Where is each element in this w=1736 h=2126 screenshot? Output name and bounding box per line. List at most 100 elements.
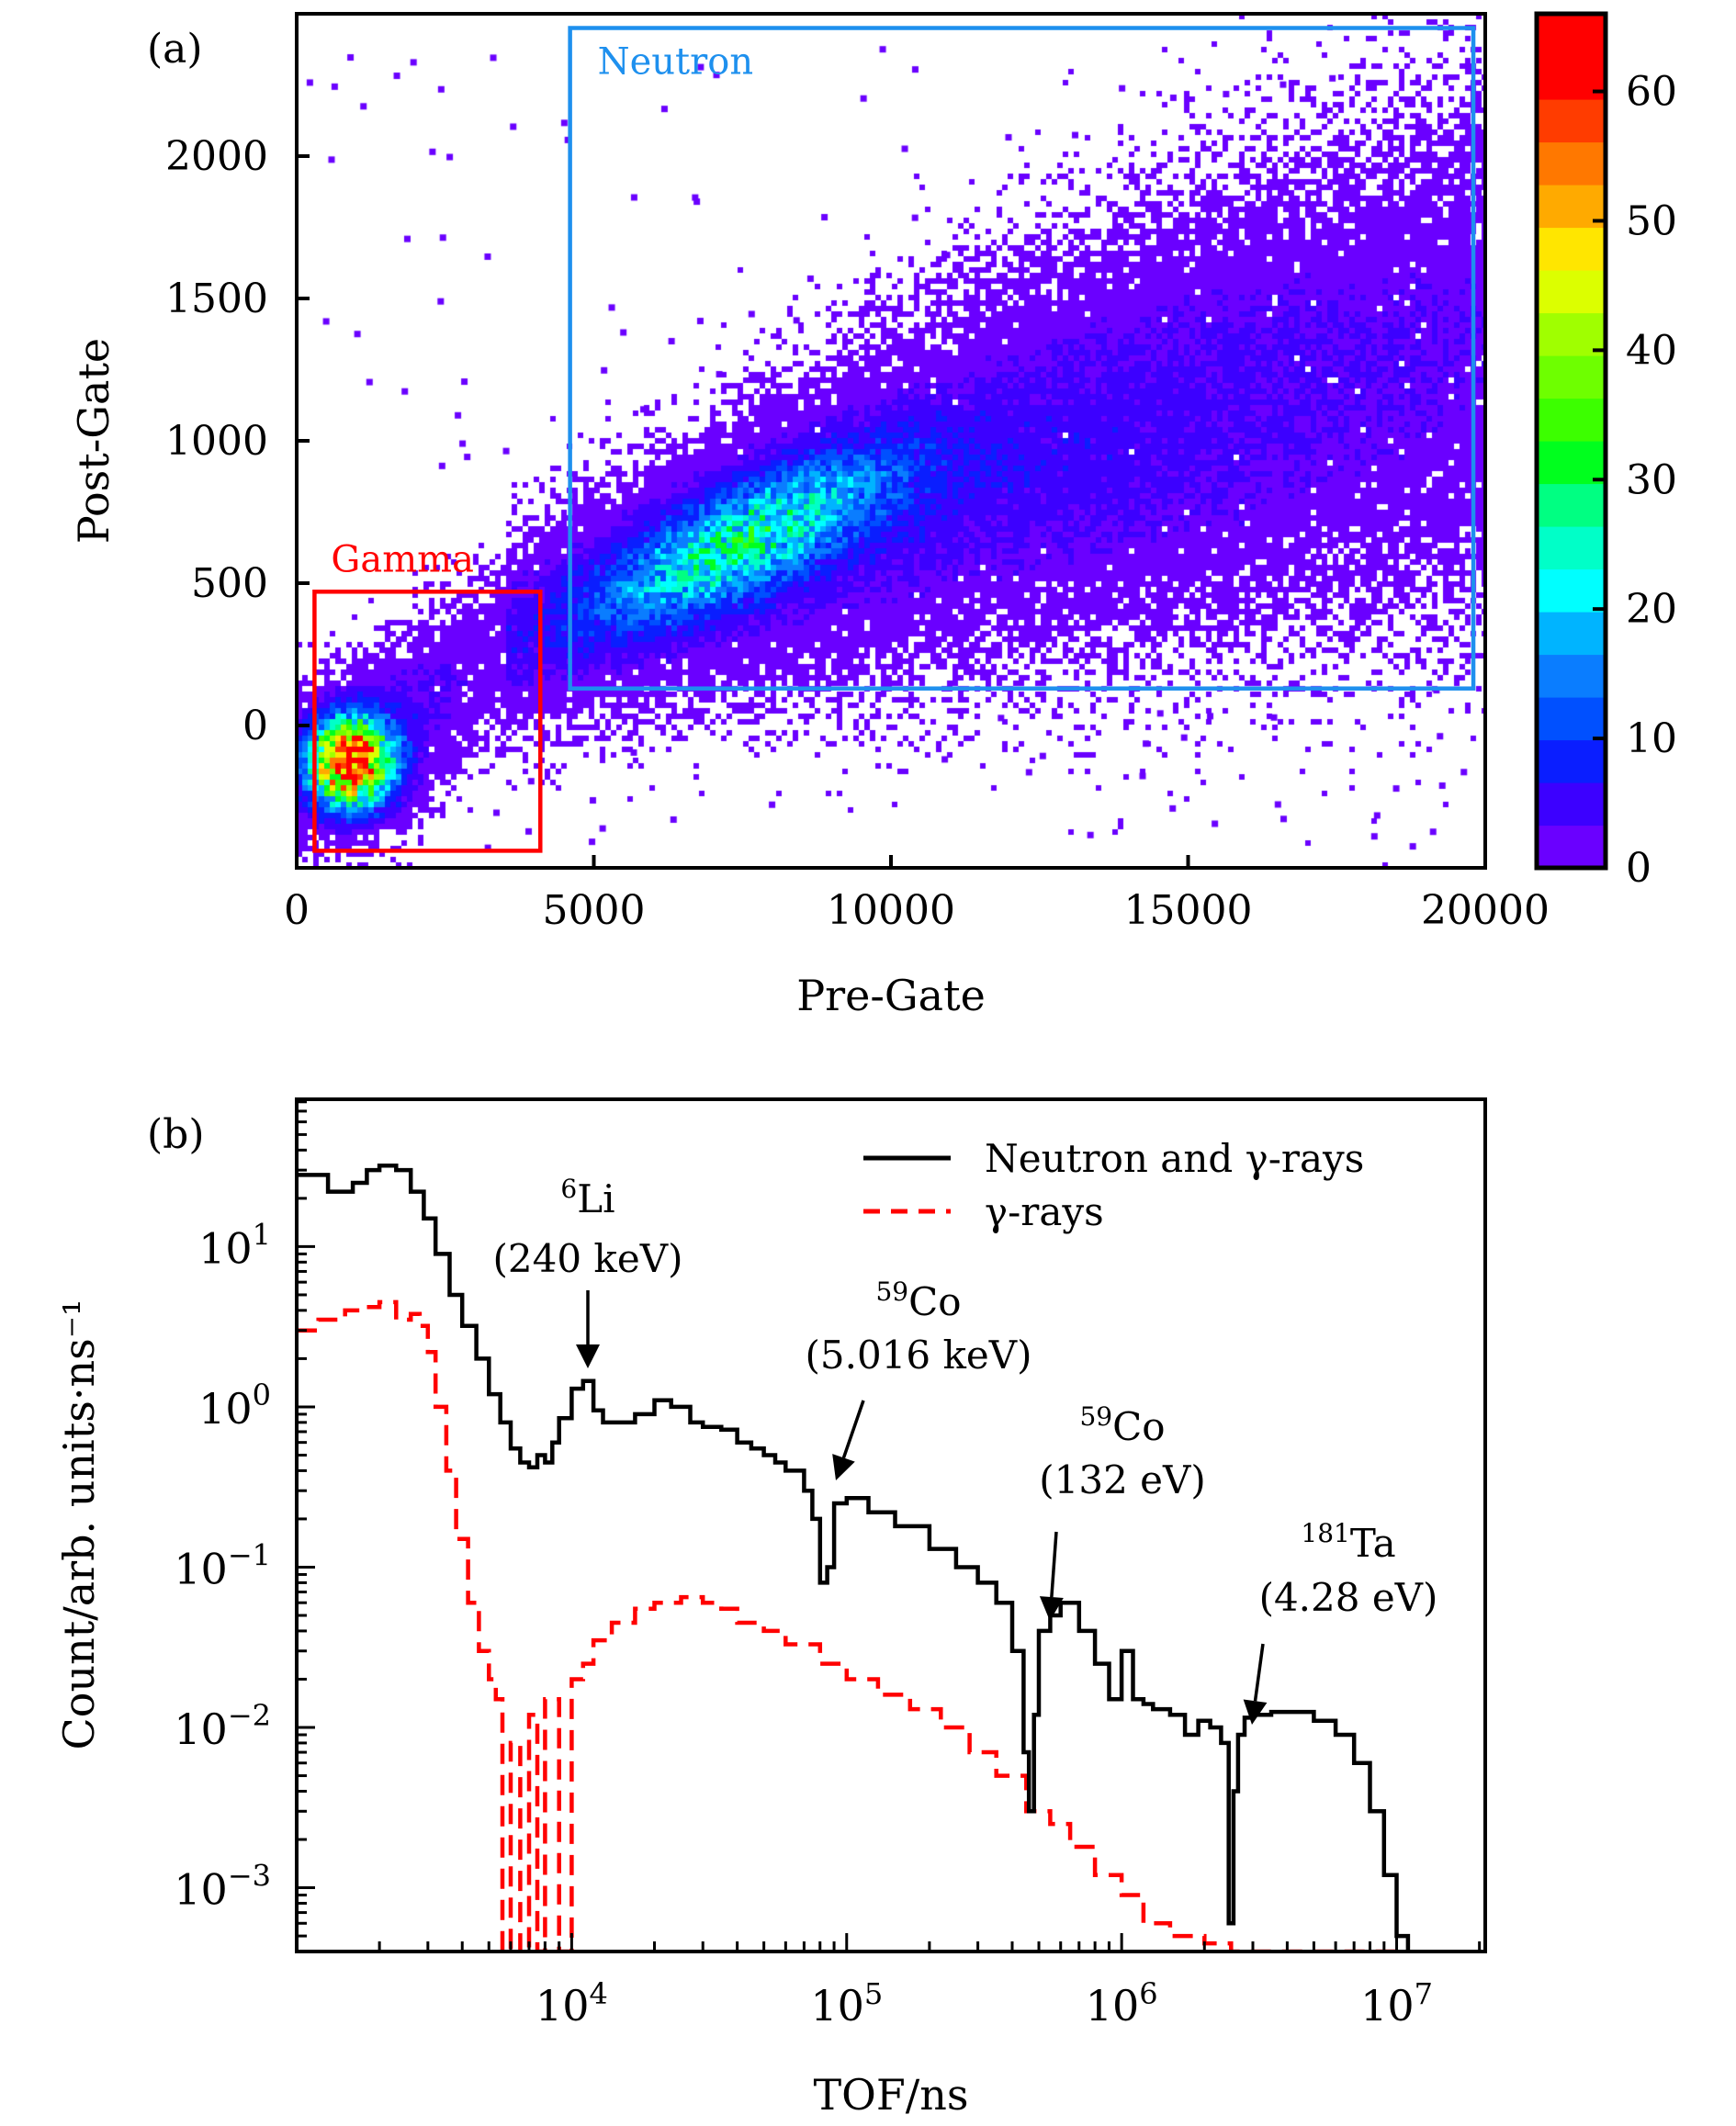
y-tick-exponent: −2: [228, 1698, 271, 1733]
annotation-arrow-shaft: [1050, 1531, 1058, 1598]
colorbar: [1537, 14, 1606, 869]
colorbar-tick-label: 30: [1626, 456, 1677, 503]
colorbar-band: [1537, 227, 1606, 271]
y-tick-label: 500: [191, 560, 268, 607]
colorbar-band: [1537, 14, 1606, 58]
legend: Neutron and γ-rays γ-rays: [863, 1136, 1364, 1234]
annotation-energy: (4.28 eV): [1259, 1575, 1438, 1620]
y-tick-exponent: −1: [228, 1537, 271, 1572]
annotation-isotope: 181Ta: [1301, 1518, 1395, 1566]
annotation-arrow-head: [832, 1454, 855, 1480]
panel-a-label: (a): [147, 26, 203, 73]
annotation-arrow-head: [1243, 1699, 1268, 1725]
x-tick-label: 20000: [1421, 887, 1550, 934]
y-tick-label: 10−1: [174, 1537, 271, 1593]
annotation-arrow-shaft: [1253, 1643, 1265, 1702]
y-tick-label: 0: [242, 703, 268, 749]
annotation-element: Ta: [1350, 1521, 1396, 1566]
region-boxes: Gamma Neutron: [312, 26, 1476, 853]
x-tick-exponent: 7: [1415, 1976, 1433, 2011]
panel-a-frame: [295, 12, 1487, 870]
panel-a-y-ticks: 0 500 1000 1500 2000: [165, 133, 310, 749]
colorbar-band: [1537, 141, 1606, 186]
resonance-annotations: 6Li(240 keV)59Co(5.016 keV)59Co(132 eV)1…: [493, 1174, 1438, 1725]
panel-b-label: (b): [147, 1111, 205, 1158]
colorbar-band: [1537, 697, 1606, 741]
colorbar-band: [1537, 526, 1606, 570]
y-tick-label: 101: [198, 1217, 271, 1273]
annotation-energy: (240 keV): [493, 1236, 683, 1281]
y-tick-base: 10: [174, 1544, 228, 1593]
x-tick-label: 107: [1360, 1976, 1433, 2030]
x-tick-base: 10: [1360, 1981, 1415, 2030]
x-tick-base: 10: [810, 1981, 864, 2030]
annotation-element: Co: [1112, 1404, 1165, 1449]
y-tick-base: 10: [198, 1223, 253, 1273]
annotation-energy: (132 eV): [1039, 1457, 1205, 1502]
colorbar-tick-label: 60: [1626, 69, 1677, 116]
annotation-arrow-head: [1039, 1596, 1064, 1621]
colorbar-band: [1537, 483, 1606, 527]
colorbar-band: [1537, 612, 1606, 656]
y-tick-exponent: 1: [253, 1217, 271, 1252]
x-tick-exponent: 6: [1139, 1976, 1157, 2011]
y-tick-label: 10−3: [174, 1859, 271, 1915]
colorbar-band: [1537, 398, 1606, 442]
panel-a-y-axis-label: Post-Gate: [69, 338, 118, 544]
y-tick-base: 10: [198, 1384, 253, 1434]
y-tick-base: 10: [174, 1865, 228, 1915]
x-tick-base: 10: [535, 1981, 590, 2030]
panel-a-x-ticks: 0 5000 10000 15000 20000: [284, 855, 1550, 934]
colorbar-band: [1537, 782, 1606, 827]
panel-a-x-axis-label: Pre-Gate: [796, 971, 986, 1020]
annotation-isotope: 6Li: [560, 1174, 614, 1221]
colorbar-band: [1537, 441, 1606, 485]
colorbar-band: [1537, 568, 1606, 613]
colorbar-band: [1537, 739, 1606, 783]
legend-label-gamma-rays: γ-rays: [985, 1189, 1104, 1234]
colorbar-tick-label: 40: [1626, 327, 1677, 374]
colorbar-frame: [1534, 11, 1608, 871]
x-tick-label: 5000: [543, 887, 646, 934]
y-tick-label: 10−2: [174, 1698, 271, 1754]
psd-heatmap: [297, 14, 1485, 868]
region-label-neutron: Neutron: [598, 41, 753, 84]
x-tick-label: 10000: [827, 887, 955, 934]
colorbar-tick-label: 50: [1626, 197, 1677, 244]
x-tick-label: 105: [810, 1976, 883, 2030]
colorbar-tick-label: 20: [1626, 586, 1677, 633]
x-tick-label: 0: [284, 887, 310, 934]
x-tick-exponent: 5: [864, 1976, 883, 2011]
x-tick-label: 104: [535, 1976, 608, 2030]
series-neutron-and-gamma-line: [299, 1163, 1411, 1950]
y-tick-exponent: −3: [228, 1859, 271, 1894]
y-tick-exponent: 0: [253, 1378, 271, 1412]
region-box-neutron: [568, 26, 1476, 691]
y-tick-label: 2000: [165, 133, 268, 180]
x-tick-label: 106: [1086, 1976, 1158, 2030]
annotation-mass-number: 59: [1079, 1401, 1112, 1432]
annotation-mass-number: 6: [560, 1174, 577, 1204]
annotation-mass-number: 59: [875, 1277, 908, 1307]
legend-label-neutron-and-gamma: Neutron and γ-rays: [985, 1136, 1364, 1181]
x-tick-label: 15000: [1124, 887, 1253, 934]
colorbar-ticks: 0 10 20 30 40 50 60: [1593, 69, 1677, 892]
annotation-arrow-head: [576, 1344, 600, 1368]
colorbar-tick-label: 10: [1626, 715, 1677, 762]
panel-b-x-ticks: 104 105 106 107: [295, 1933, 1482, 2030]
panel-b-frame: [295, 1097, 1487, 1953]
annotation-isotope: 59Co: [1079, 1401, 1165, 1449]
colorbar-tick-label: 0: [1626, 845, 1651, 892]
colorbar-band: [1537, 99, 1606, 143]
annotation-isotope: 59Co: [875, 1277, 961, 1324]
region-box-gamma: [312, 590, 543, 853]
x-tick-base: 10: [1086, 1981, 1140, 2030]
y-tick-label: 1500: [165, 276, 268, 322]
x-tick-exponent: 4: [589, 1976, 607, 2011]
y-tick-label: 1000: [165, 418, 268, 465]
annotation-energy: (5.016 keV): [806, 1333, 1032, 1378]
